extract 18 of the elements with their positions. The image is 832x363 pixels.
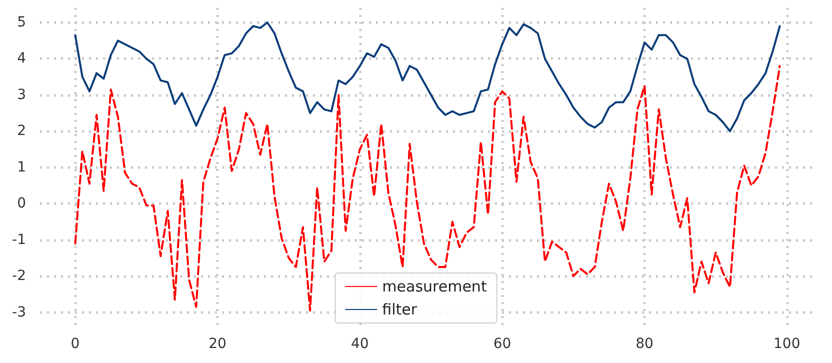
y-tick-label: -2 (12, 268, 26, 284)
x-tick-label: 80 (636, 336, 654, 352)
x-tick-label: 60 (493, 336, 512, 352)
x-tick-label: 20 (208, 336, 226, 352)
line-series (74, 21, 781, 132)
x-tick-label: 100 (774, 336, 800, 352)
legend-label: measurement (382, 278, 487, 296)
y-tick-label: 3 (17, 86, 26, 103)
y-tick-label: 0 (17, 196, 26, 212)
y-tick-label: -3 (12, 304, 26, 320)
y-tick-label: 5 (17, 14, 26, 30)
y-tick-label: 4 (17, 50, 26, 67)
x-tick-label: 40 (350, 336, 369, 352)
y-tick-label: -1 (12, 232, 26, 248)
y-tick-label: 1 (17, 159, 26, 176)
x-tick-label: 0 (70, 336, 80, 352)
legend-label: filter (382, 300, 418, 318)
y-tick-label: 2 (17, 123, 26, 140)
